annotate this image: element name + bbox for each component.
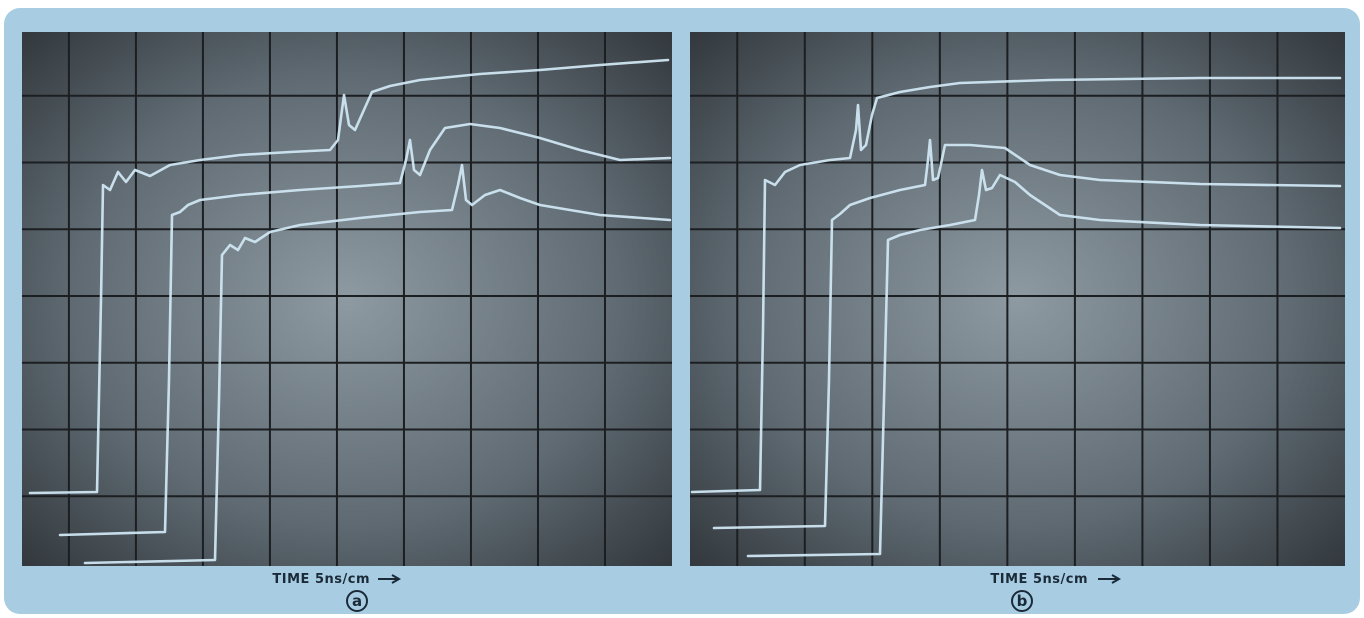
caption-b: TIME 5ns/cm b xyxy=(990,572,1122,612)
traces-b xyxy=(690,76,1342,558)
tag-circle xyxy=(1011,590,1033,612)
screen-b xyxy=(690,32,1345,566)
tag-circle xyxy=(346,590,368,612)
trace xyxy=(83,163,672,565)
panel-tag: a xyxy=(352,592,362,610)
axis-label: TIME 5ns/cm xyxy=(990,572,1088,587)
trace xyxy=(28,58,670,495)
trace xyxy=(746,168,1342,558)
screen-a xyxy=(22,32,672,566)
arrow xyxy=(378,574,402,584)
traces-a xyxy=(28,58,672,565)
graticule xyxy=(22,32,1345,566)
axis-label: TIME 5ns/cm xyxy=(272,572,370,587)
trace xyxy=(712,138,1342,530)
trace xyxy=(58,122,672,537)
trace xyxy=(690,76,1342,494)
panel-tag: b xyxy=(1017,592,1028,610)
arrow xyxy=(1098,574,1122,584)
caption-a: TIME 5ns/cm a xyxy=(272,572,402,612)
